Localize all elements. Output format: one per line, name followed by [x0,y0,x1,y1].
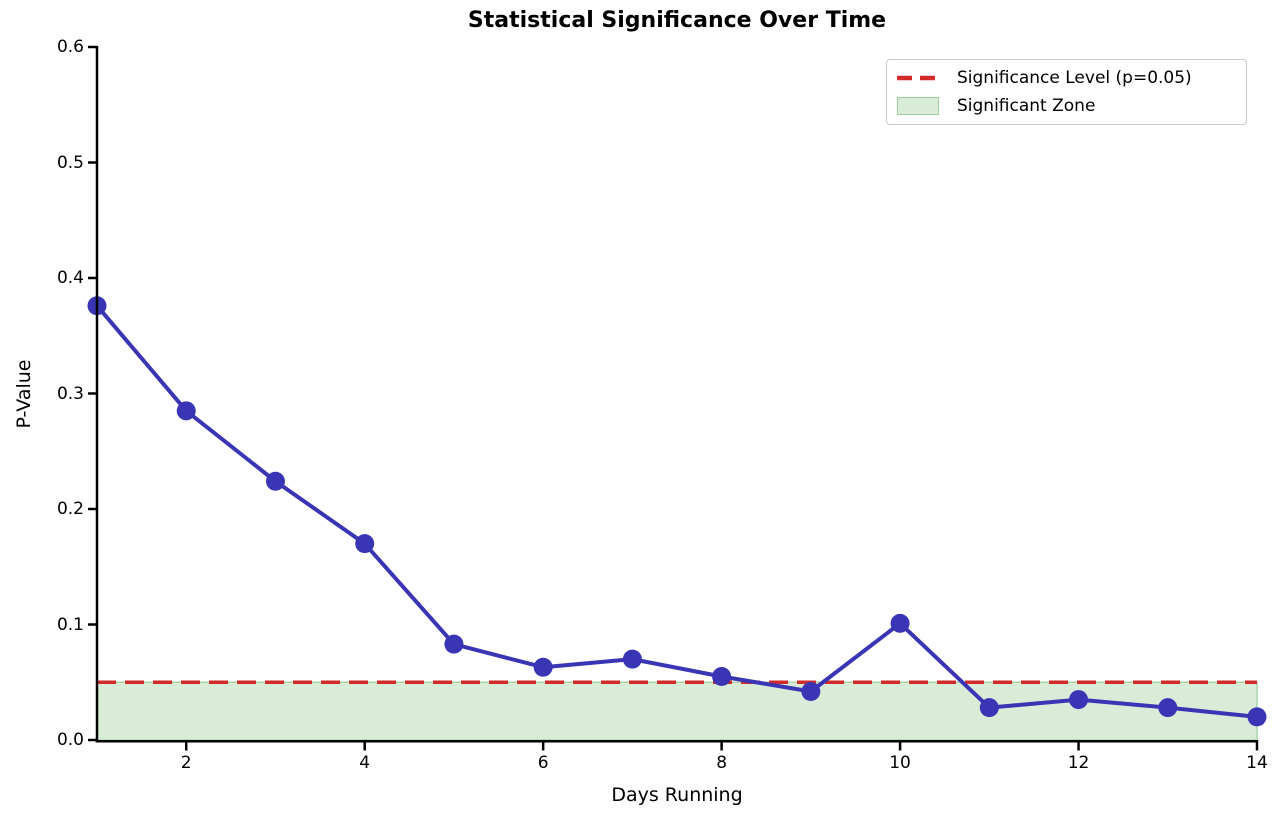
data-point-day-14 [1247,707,1267,727]
data-point-day-13 [1158,698,1178,718]
x-tick-label-4: 4 [359,753,371,773]
data-point-day-12 [1069,690,1089,710]
significant-zone [96,681,1258,741]
zone-swatch [897,96,941,115]
chart-title: Statistical Significance Over Time [467,8,887,33]
legend: Significance Level (p=0.05) Significant … [886,59,1247,125]
y-tick-label-0.3: 0.3 [56,383,84,404]
x-tick-label-14: 14 [1246,753,1268,773]
data-point-day-8 [712,666,732,686]
x-tick-label-10: 10 [889,753,911,773]
x-tick-label-6: 6 [537,753,549,773]
legend-label-significant-zone: Significant Zone [957,95,1096,116]
zone-patch-icon [897,96,939,115]
p-value-line [95,303,1259,719]
data-point-day-4 [355,534,375,554]
y-tick-label-0.4: 0.4 [56,268,84,288]
data-point-day-9 [801,681,821,701]
x-tick-label-2: 2 [180,753,192,773]
legend-entry-significant-zone: Significant Zone [897,94,1236,118]
x-tick-label-12: 12 [1067,753,1090,773]
data-point-day-3 [265,471,285,491]
legend-entry-significance-level: Significance Level (p=0.05) [897,66,1236,90]
y-tick-label-0.2: 0.2 [56,499,84,519]
y-tick-label-0.5: 0.5 [56,152,84,173]
data-point-day-11 [979,698,999,718]
y-tick-label-0.6: 0.6 [56,37,84,57]
legend-label-significance-level: Significance Level (p=0.05) [957,68,1192,89]
y-tick-label-0.0: 0.0 [56,730,84,750]
data-point-day-2 [176,401,196,421]
data-point-day-10 [890,613,910,633]
dashed-line-icon [897,76,941,81]
data-point-day-6 [533,657,553,677]
dashed-line-swatch [897,74,941,82]
data-point-day-5 [444,634,464,654]
y-tick-label-0.1: 0.1 [56,614,84,635]
x-axis-label: Days Running [611,784,743,806]
data-point-day-7 [622,649,642,669]
x-tick-label-8: 8 [716,753,728,773]
